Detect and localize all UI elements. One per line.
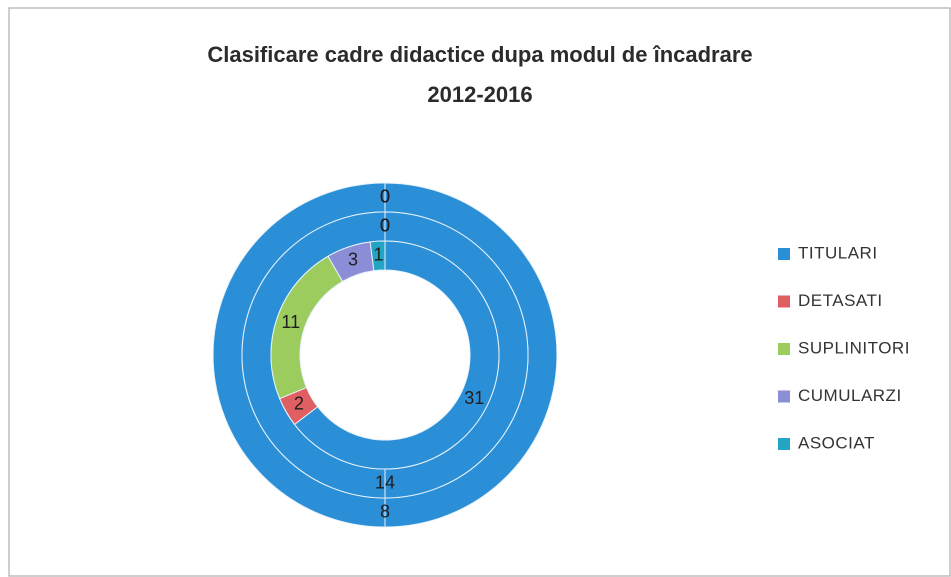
ring-segment: [293, 240, 500, 470]
data-label: 14: [375, 472, 395, 492]
legend-swatch: [778, 390, 790, 403]
legend-swatch: [778, 295, 790, 308]
data-label: 31: [464, 388, 484, 408]
rings: [212, 182, 558, 528]
data-label: 0: [380, 215, 390, 235]
chart-title: Clasificare cadre didactice dupa modul d…: [207, 42, 752, 67]
legend-swatch: [778, 343, 790, 355]
chart-title: 2012-2016: [427, 82, 532, 107]
legend-label: SUPLINITORI: [798, 338, 910, 357]
data-label: 0: [380, 186, 390, 206]
legend-label: DETASATI: [798, 291, 883, 310]
legend-swatch: [778, 438, 790, 450]
legend: TITULARI DETASATI SUPLINITORI CUMULARZI ASOC…: [778, 243, 910, 452]
data-label: 0: [380, 186, 390, 206]
data-label: 0: [380, 215, 390, 235]
legend-label: ASOCIAT: [798, 433, 875, 452]
data-label: 11: [281, 312, 300, 332]
data-label: 3: [348, 250, 358, 270]
data-label: 0: [380, 215, 390, 235]
ring-segment: [369, 240, 386, 272]
data-label: 0: [380, 186, 390, 206]
legend-label: TITULARI: [798, 243, 878, 262]
legend-label: CUMULARZI: [798, 386, 902, 405]
data-label: 2: [294, 394, 304, 414]
data-label: 8: [380, 501, 390, 521]
data-label: 0: [380, 186, 390, 206]
legend-swatch: [778, 248, 790, 260]
data-label: 0: [380, 215, 390, 235]
data-label: 1: [373, 244, 383, 264]
